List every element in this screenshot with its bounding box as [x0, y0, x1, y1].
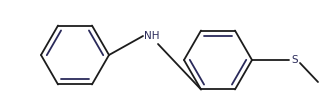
Text: NH: NH: [144, 31, 160, 41]
Text: S: S: [292, 55, 298, 65]
